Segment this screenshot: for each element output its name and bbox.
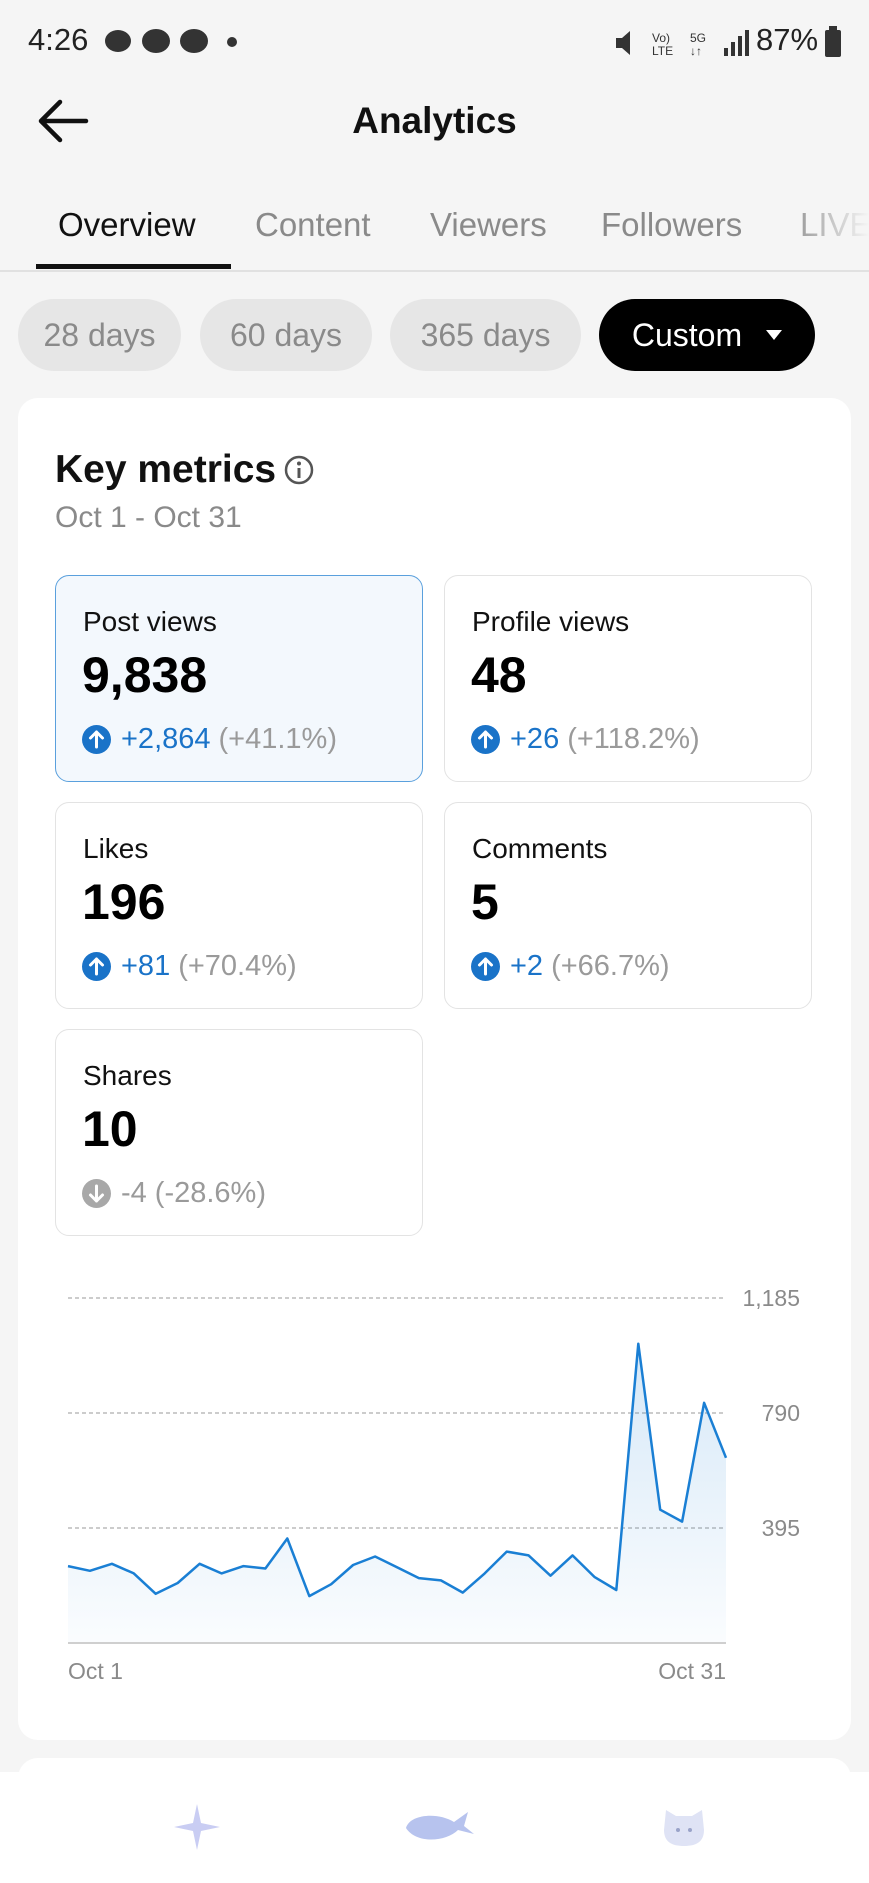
metric-change: +26 (+118.2%) [471,723,700,756]
line [67,1342,728,1598]
tab-divider [0,270,869,272]
range-label: 28 days [43,316,156,353]
change-value: +2 [510,950,544,982]
change-value: +26 [510,723,560,755]
range-label: 60 days [229,316,343,353]
metric-change: +81 (+70.4%) [82,950,297,983]
y-tick-label: 790 [762,1400,800,1426]
notification-icons [105,29,237,53]
trend-up-icon [82,725,111,754]
tab-fade [800,180,869,270]
metric-card[interactable]: Shares 10 -4 (-28.6%) [55,1029,423,1236]
arrow [89,730,104,749]
svg-text:LTE: LTE [652,44,673,58]
metric-card[interactable]: Post views 9,838 +2,864 (+41.1%) [55,575,423,782]
battery-icon [825,26,841,57]
change-percent: (+66.7%) [551,950,670,982]
svg-text:↓↑: ↓↑ [690,44,702,58]
metric-card[interactable]: Profile views 48 +26 (+118.2%) [444,575,812,782]
metric-label: Post views [83,606,217,637]
metric-value: 48 [471,647,527,703]
metric-change: -4 (-28.6%) [82,1177,266,1210]
metric-label: Shares [83,1060,172,1091]
metric-value: 9,838 [82,647,208,703]
dropdown-caret [766,330,783,340]
tab[interactable]: Overview [58,206,196,243]
metric-card[interactable]: Likes 196 +81 (+70.4%) [55,802,423,1009]
tab[interactable]: Viewers [430,206,547,243]
range-pill[interactable]: 60 days [200,299,372,371]
nav-whale[interactable] [402,1806,476,1846]
system-icons: Vo)LTE 5G↓↑ [616,30,749,58]
metric-label: Likes [83,833,149,864]
page-title: Analytics [352,100,517,141]
metric-change: +2 (+66.7%) [471,950,670,983]
change-value: +81 [121,950,171,982]
range-pill[interactable]: 365 days [390,299,581,371]
metric-label: Profile views [472,606,630,637]
trend-down-icon [82,1179,111,1208]
x-tick-label: Oct 1 [68,1658,123,1684]
range-label: 365 days [420,316,551,353]
arrow [89,1184,104,1203]
tab[interactable]: Content [255,206,371,243]
tab[interactable]: Followers [601,206,743,243]
change-value: -4 [121,1177,147,1209]
change-percent: (-28.6%) [154,1177,266,1209]
battery-level: 87% [756,22,819,57]
metric-value: 196 [82,874,166,930]
back-button[interactable] [36,98,92,144]
range-pill[interactable]: 28 days [18,299,181,371]
svg-text:5G: 5G [690,31,706,45]
date-range: Oct 1 - Oct 31 [55,501,242,534]
arrow [478,957,493,976]
change-percent: (+70.4%) [178,950,297,982]
trend-up-icon [82,952,111,981]
change-percent: (+118.2%) [567,723,700,755]
trend-up-icon [471,952,500,981]
y-tick-label: 395 [762,1515,800,1541]
post-views-chart: 395 790 1,185 Oct 1 Oct 31 [67,1285,800,1684]
range-label: Custom [631,316,743,353]
metric-card[interactable]: Comments 5 +2 (+66.7%) [444,802,812,1009]
y-tick-label: 1,185 [742,1285,800,1311]
arrow [478,730,493,749]
section-title: Key metrics [55,448,277,491]
range-pill[interactable]: Custom [599,299,815,371]
arrow [89,957,104,976]
metric-value: 5 [471,874,499,930]
info-icon[interactable] [283,454,315,486]
metric-label: Comments [472,833,608,864]
change-value: +2,864 [121,723,211,755]
svg-text:Vo): Vo) [652,31,670,45]
nav-bear[interactable] [660,1804,708,1848]
tab-indicator [36,264,231,269]
x-tick-label: Oct 31 [658,1658,726,1684]
metric-value: 10 [82,1101,138,1157]
area [68,1343,726,1643]
nav-sparkle[interactable] [172,1802,222,1852]
metric-change: +2,864 (+41.1%) [82,723,337,756]
status-time: 4:26 [28,22,89,57]
change-percent: (+41.1%) [218,723,337,755]
trend-up-icon [471,725,500,754]
